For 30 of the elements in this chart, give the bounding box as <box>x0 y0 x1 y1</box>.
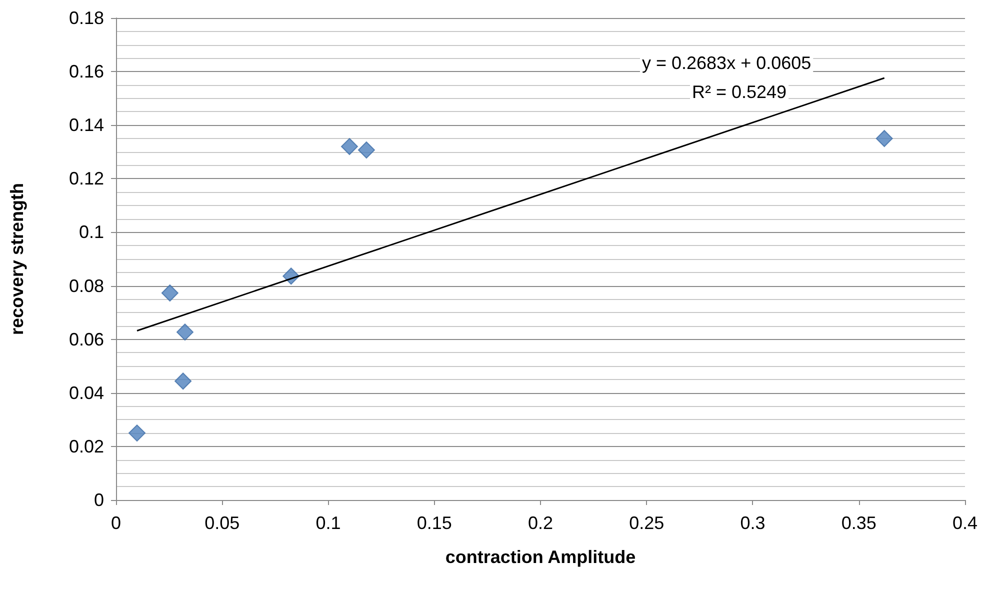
y-tick-label: 0.12 <box>68 168 104 189</box>
x-tick-label: 0.3 <box>740 513 766 533</box>
x-tick-label: 0.2 <box>528 513 554 533</box>
y-tick-label: 0.04 <box>68 382 104 403</box>
x-tick-label: 0.15 <box>416 513 452 533</box>
y-axis-title: recovery strength <box>7 182 27 336</box>
y-tick-label: 0.18 <box>68 8 104 28</box>
x-axis-title: contraction Amplitude <box>445 547 636 567</box>
point <box>340 138 358 156</box>
y-tick-label: 0.1 <box>78 222 104 242</box>
annotation: R² = 0.5249 <box>692 82 787 102</box>
point <box>176 324 194 341</box>
x-tick-label: 0.1 <box>316 513 341 533</box>
y-tick-label: 0.06 <box>68 329 104 350</box>
point <box>876 130 893 147</box>
y-tick-label: 0.08 <box>68 276 104 296</box>
annotation: y = 0.2683x + 0.0605 <box>642 53 812 73</box>
y-tick-label: 0.16 <box>68 62 104 82</box>
point <box>161 284 178 302</box>
y-tick-label: 0 <box>94 490 104 510</box>
x-tick-label: 0.25 <box>629 513 664 533</box>
x-tick-label: 0.4 <box>952 513 978 533</box>
point <box>358 142 375 159</box>
point <box>128 424 146 442</box>
x-tick-label: 0.35 <box>841 513 876 533</box>
y-tick-label: 0.14 <box>68 115 104 136</box>
point <box>174 372 192 390</box>
x-tick-label: 0 <box>110 513 122 533</box>
x-tick-label: 0.05 <box>204 513 240 533</box>
y-tick-label: 0.02 <box>68 436 104 456</box>
